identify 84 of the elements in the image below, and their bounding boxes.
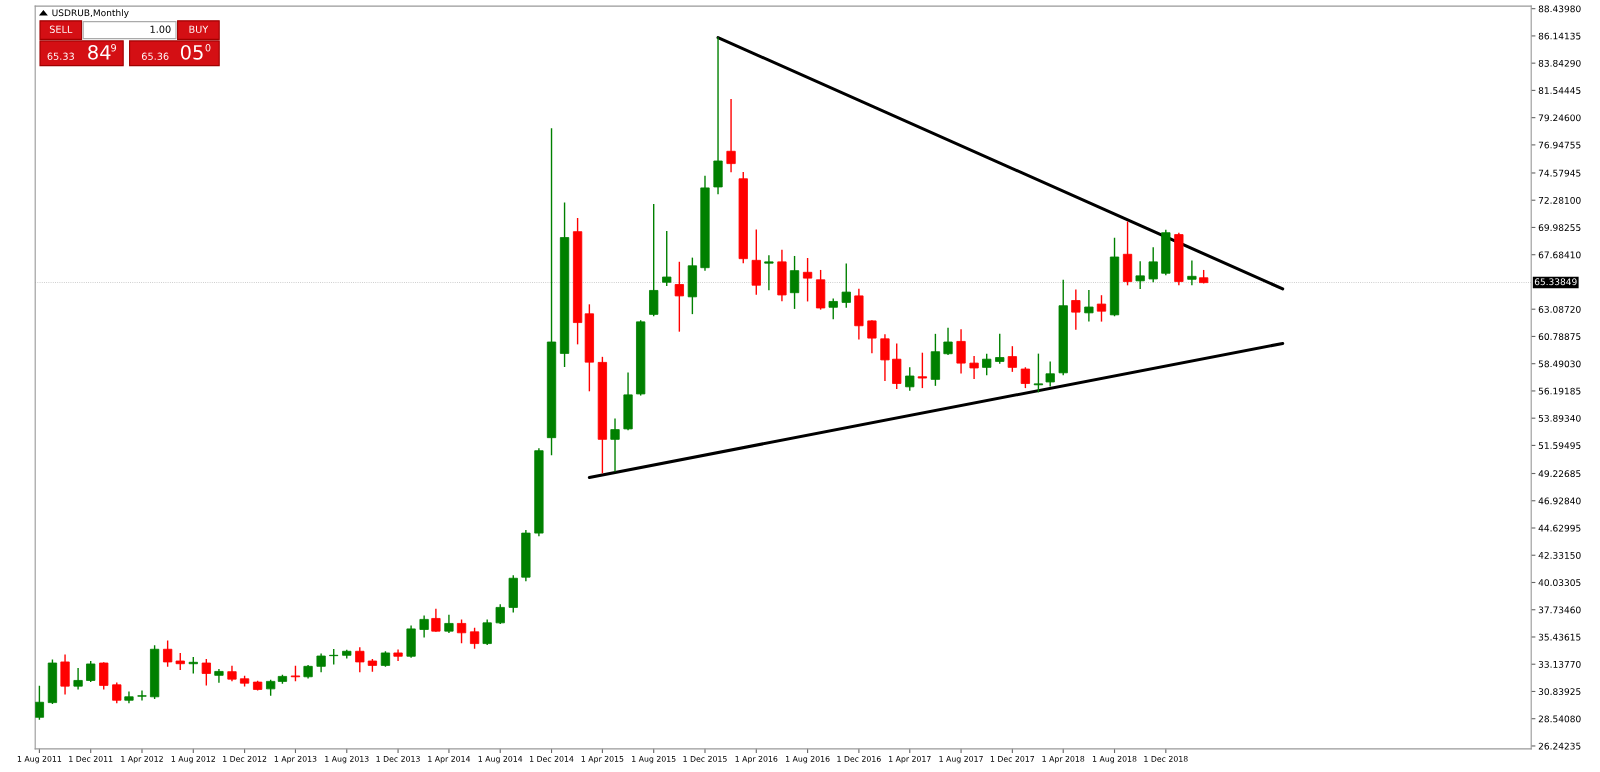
candlestick (355, 647, 365, 673)
y-tick-label: 79.24600 (1538, 114, 1581, 122)
y-tick-label: 35.43615 (1538, 633, 1581, 641)
y-tick-label: 37.73460 (1538, 606, 1581, 614)
annotation: 65.36 (141, 52, 169, 60)
annotation: SELL (49, 25, 73, 33)
candlestick (1071, 289, 1081, 330)
candlestick (828, 298, 838, 320)
candlestick (649, 204, 659, 317)
y-tick-label: 40.03305 (1538, 579, 1581, 587)
candlestick (137, 690, 147, 701)
candlestick (867, 320, 877, 354)
y-tick-label: 44.62995 (1538, 524, 1581, 532)
ref-line-label: 65.33849 (1534, 278, 1577, 286)
candlestick (956, 329, 966, 374)
y-tick-label: 30.83925 (1538, 688, 1581, 696)
candlestick (995, 333, 1005, 364)
y-tick-label: 81.54445 (1538, 87, 1581, 94)
candlestick (880, 334, 890, 381)
y-tick-label: 33.13770 (1538, 660, 1581, 668)
y-tick-label: 86.14135 (1538, 32, 1581, 40)
y-tick-label: 60.78875 (1538, 333, 1581, 341)
y-tick-label: 76.94755 (1538, 141, 1581, 149)
candlestick (431, 608, 441, 632)
candlestick (1148, 247, 1158, 283)
candlestick (112, 682, 122, 704)
y-tick-label: 58.49030 (1538, 360, 1581, 368)
y-tick-label: 72.28100 (1538, 196, 1581, 204)
y-tick-label: 46.92840 (1538, 497, 1581, 505)
candlestick (1020, 367, 1031, 389)
y-tick-label: 74.57945 (1538, 169, 1581, 177)
y-tick-label: 28.54080 (1538, 715, 1581, 723)
y-tick-label: 53.89340 (1538, 414, 1581, 422)
candlestick (456, 619, 467, 644)
y-tick-label: 63.08720 (1538, 305, 1581, 313)
y-tick-label: 42.33150 (1538, 551, 1581, 559)
candlestick (201, 659, 211, 686)
candlestick (495, 604, 505, 625)
annotation: 65.33 (47, 52, 74, 60)
candlestick (789, 255, 800, 309)
candlestick (674, 261, 684, 332)
chart-title: USDRUB,Monthly (52, 9, 129, 18)
candlestick (99, 662, 109, 690)
annotation: BUY (189, 25, 209, 33)
y-tick-label: 69.98255 (1538, 224, 1581, 232)
candlestick (905, 367, 915, 391)
candlestick (841, 263, 851, 308)
candlestick (764, 255, 774, 291)
candlestick (1096, 295, 1107, 322)
candlestick (469, 627, 480, 649)
annotation: 05 (180, 44, 203, 60)
candlestick (86, 661, 96, 683)
y-tick-label: 88.43980 (1538, 5, 1581, 13)
annotation: 9 (111, 44, 117, 52)
annotation: 1.00 (150, 25, 171, 33)
candlestick (969, 355, 979, 380)
candlestick (917, 352, 927, 389)
annotation: 0 (205, 44, 211, 52)
candlestick (610, 418, 620, 472)
candlestick (943, 327, 953, 356)
candlestick (214, 668, 224, 683)
y-tick-label: 67.68410 (1538, 251, 1581, 259)
candlestick (1045, 361, 1055, 387)
candlestick (35, 685, 45, 720)
annotation: 84 (88, 44, 111, 60)
candlestick (662, 230, 672, 286)
candlestick (726, 99, 736, 173)
candlestick (163, 640, 173, 667)
candlestick (802, 257, 813, 302)
candlestick (982, 353, 992, 376)
y-tick-label: 56.19185 (1538, 387, 1581, 395)
y-tick-label: 26.24235 (1538, 742, 1581, 750)
candlestick (1187, 260, 1197, 286)
candlestick (1033, 353, 1044, 393)
candlestick (1084, 290, 1094, 322)
candlestick (1007, 346, 1017, 372)
y-tick-label: 49.22685 (1538, 470, 1581, 478)
candlestick (419, 615, 429, 638)
candlestick (73, 668, 83, 690)
candlestick (482, 619, 492, 645)
candlestick (1135, 261, 1145, 290)
y-tick-label: 83.84290 (1538, 59, 1581, 67)
candlestick (124, 691, 134, 704)
y-tick-label: 51.59495 (1538, 442, 1581, 449)
